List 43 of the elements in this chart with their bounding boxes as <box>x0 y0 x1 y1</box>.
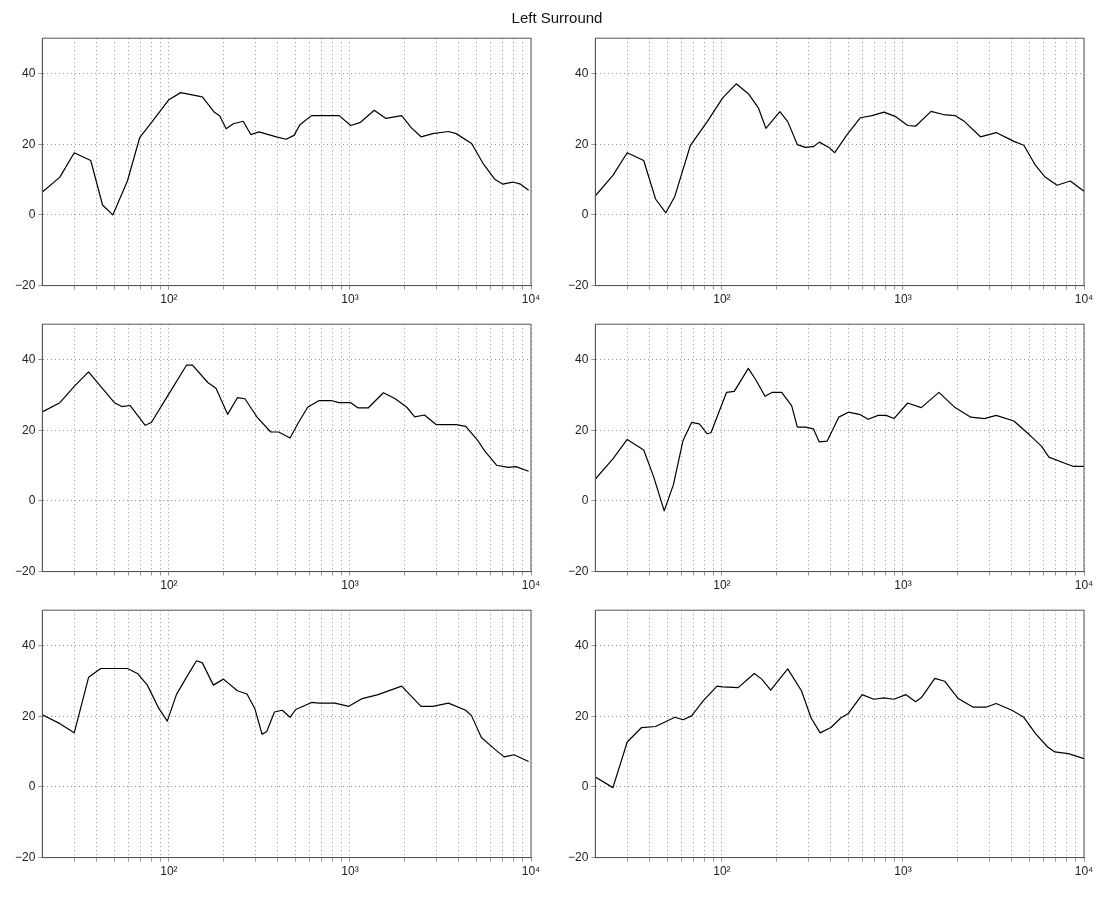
x-tick-label: 10⁴ <box>521 864 541 879</box>
y-tick-label: 20 <box>575 708 589 723</box>
x-tick-label: 10³ <box>341 578 359 593</box>
x-tick-label: 10³ <box>341 292 359 307</box>
y-tick-label: 40 <box>22 65 36 80</box>
x-tick-label: 10⁴ <box>1074 292 1094 307</box>
x-tick-label: 10⁴ <box>1074 578 1094 593</box>
x-tick-label: 10⁴ <box>521 578 541 593</box>
x-tick-label: 10³ <box>894 292 912 307</box>
y-tick-label: −20 <box>15 849 36 864</box>
y-tick-label: −20 <box>15 277 36 292</box>
y-tick-label: 0 <box>28 207 36 222</box>
x-tick-label: 10² <box>713 292 731 307</box>
x-tick-label: 10² <box>713 578 731 593</box>
x-tick-label: 10³ <box>341 864 359 879</box>
y-tick-label: −20 <box>15 563 36 578</box>
y-tick-label: 20 <box>22 422 36 437</box>
y-tick-label: 20 <box>575 422 589 437</box>
y-tick-label: 0 <box>581 779 589 794</box>
x-tick-label: 10⁴ <box>1074 864 1094 879</box>
x-tick-label: 10³ <box>894 864 912 879</box>
y-tick-label: 20 <box>22 708 36 723</box>
x-tick-label: 10² <box>713 864 731 879</box>
y-tick-label: 40 <box>575 637 589 652</box>
x-tick-label: 10² <box>160 292 178 307</box>
y-tick-label: −20 <box>568 277 589 292</box>
x-tick-label: 10³ <box>894 578 912 593</box>
x-tick-label: 10⁴ <box>521 292 541 307</box>
y-tick-label: 0 <box>28 493 36 508</box>
x-tick-label: 10² <box>160 864 178 879</box>
y-tick-label: 40 <box>575 65 589 80</box>
y-tick-label: 0 <box>581 493 589 508</box>
y-tick-label: 20 <box>575 136 589 151</box>
y-tick-label: 0 <box>28 779 36 794</box>
y-tick-label: 40 <box>22 637 36 652</box>
y-tick-label: 40 <box>22 351 36 366</box>
y-tick-label: 0 <box>581 207 589 222</box>
chart-title: Left Surround <box>510 8 604 28</box>
y-tick-label: −20 <box>568 849 589 864</box>
y-tick-label: 20 <box>22 136 36 151</box>
y-tick-label: 40 <box>575 351 589 366</box>
x-tick-label: 10² <box>160 578 178 593</box>
y-tick-label: −20 <box>568 563 589 578</box>
